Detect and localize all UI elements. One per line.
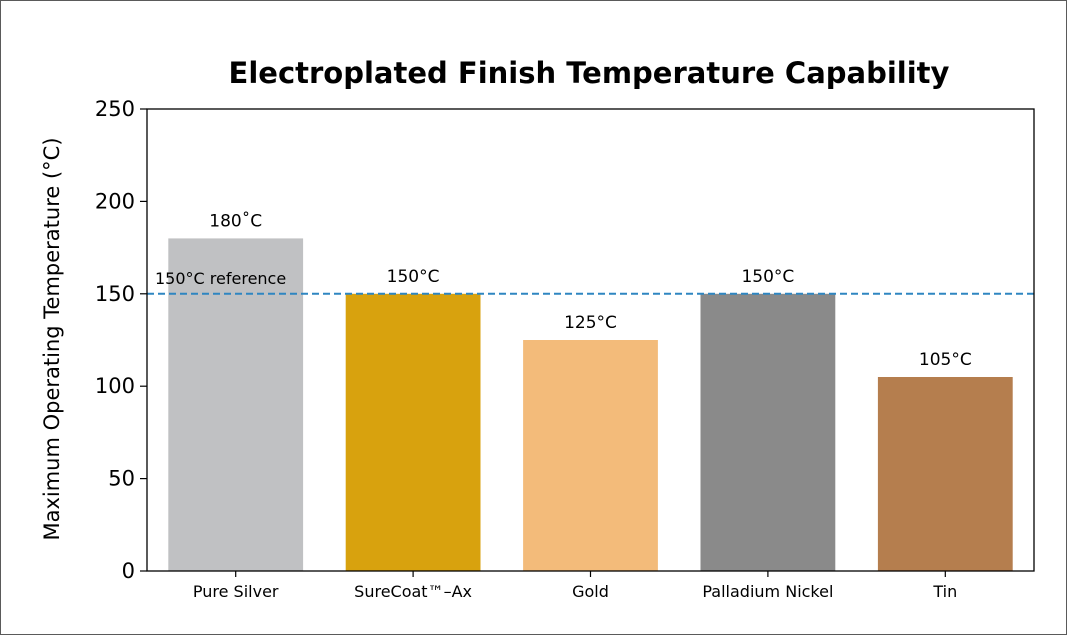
y-tick-label-1: 0 [122,559,135,583]
axes-frame [146,108,1035,572]
y-tick-label-3: 100 [95,374,135,398]
y-tick-label-4: 150 [95,282,135,306]
data-label-1: 180˚C [209,210,262,231]
data-label-2: 150°C [387,267,440,287]
x-tick-label-2: SureCoat™–Ax [354,582,472,601]
y-tick-label-5: 200 [95,189,135,213]
x-tick-label-5: Tin [932,582,957,601]
bar-1 [168,238,304,571]
x-tick-label-4: Palladium Nickel [702,582,833,601]
chart-title: Electroplated Finish Temperature Capabil… [229,56,950,90]
data-label-3: 125°C [564,313,617,333]
reference-line-label: 150°C reference [155,269,286,288]
y-tick-label-6: 250 [95,97,135,121]
bar-4 [700,293,836,571]
x-tick-label-1: Pure Silver [193,582,279,601]
bar-5 [877,377,1013,571]
plot-area: 180˚C Pure Silver 150°C SureCoat™–Ax 125°C Go… [95,97,1035,601]
x-tick-label-3: Gold [572,582,609,601]
data-label-5: 105°C [919,350,972,370]
data-label-4: 150°C [741,267,794,287]
y-tick-label-2: 50 [108,467,135,491]
bar-3 [523,340,658,571]
bar-2 [345,293,481,571]
y-axis-label: Maximum Operating Temperature (°C) [40,137,64,540]
